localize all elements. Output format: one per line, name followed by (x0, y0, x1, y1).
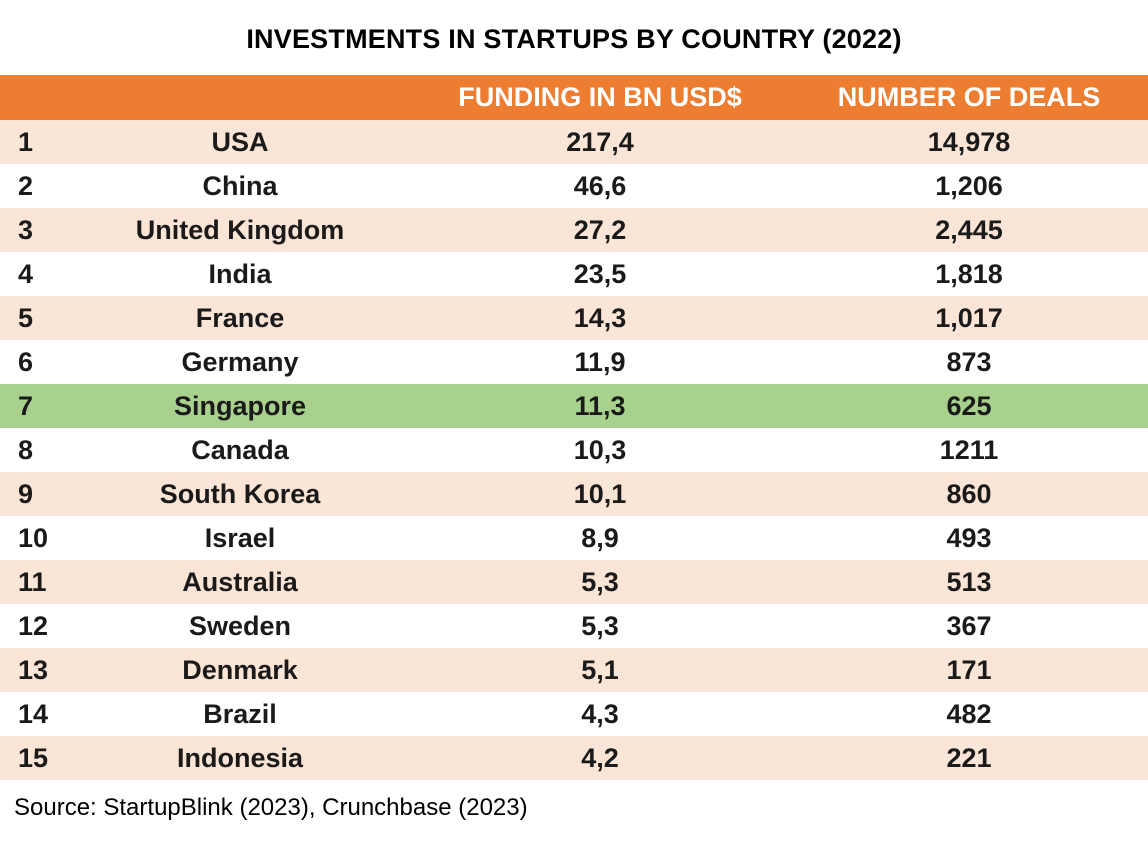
rank-cell: 15 (0, 736, 70, 780)
funding-cell: 8,9 (581, 522, 619, 553)
funding-cell: 14,3 (410, 296, 790, 340)
country-cell: South Korea (70, 472, 410, 516)
funding-cell: 217,4 (410, 120, 790, 164)
country-cell: France (70, 296, 410, 340)
country-cell: India (208, 258, 272, 289)
rank-cell: 10 (18, 522, 49, 553)
header-row: FUNDING IN BN USD$ NUMBER OF DEALS (0, 75, 1148, 120)
rank-cell: 7 (0, 384, 70, 428)
rank-cell: 1 (0, 120, 70, 164)
table-row: 13 Denmark 5,1 171 (0, 648, 1148, 692)
deals-cell: 1211 (939, 434, 999, 465)
deals-cell: 171 (790, 648, 1148, 692)
funding-cell: 27,2 (410, 208, 790, 252)
table-row: 10 Israel 8,9 493 (0, 516, 1148, 560)
deals-cell: 873 (946, 346, 992, 377)
deals-cell: 1,017 (790, 296, 1148, 340)
table-row: 3 United Kingdom 27,2 2,445 (0, 208, 1148, 252)
funding-cell: 5,3 (581, 610, 619, 641)
page-title: INVESTMENTS IN STARTUPS BY COUNTRY (2022… (246, 24, 902, 54)
country-cell: Brazil (203, 698, 277, 729)
col-header-country (70, 75, 410, 120)
rank-cell: 5 (0, 296, 70, 340)
table-row: 14 Brazil 4,3 482 (0, 692, 1148, 736)
funding-cell: 23,5 (573, 258, 627, 289)
country-cell: Sweden (188, 610, 292, 641)
rank-cell: 12 (18, 610, 49, 641)
deals-cell: 14,978 (790, 120, 1148, 164)
country-cell: Canada (191, 434, 289, 465)
funding-cell: 5,3 (410, 560, 790, 604)
table-row: 11 Australia 5,3 513 (0, 560, 1148, 604)
deals-cell: 221 (790, 736, 1148, 780)
table-body: 1 USA 217,4 14,978 2 China 46,6 1,206 3 United Ki… (0, 120, 1148, 780)
funding-cell: 4,3 (581, 698, 619, 729)
deals-cell: 1,818 (935, 258, 1003, 289)
funding-cell: 10,3 (573, 434, 627, 465)
rank-cell: 11 (0, 560, 70, 604)
table-row: 7 Singapore 11,3 625 (0, 384, 1148, 428)
funding-cell: 46,6 (573, 170, 627, 201)
table-row: 1 USA 217,4 14,978 (0, 120, 1148, 164)
table-row: 8 Canada 10,3 1211 (0, 428, 1148, 472)
country-cell: United Kingdom (70, 208, 410, 252)
deals-cell: 367 (946, 610, 992, 641)
rank-cell: 13 (0, 648, 70, 692)
col-header-deals: NUMBER OF DEALS (790, 75, 1148, 120)
table-row: 9 South Korea 10,1 860 (0, 472, 1148, 516)
deals-cell: 625 (790, 384, 1148, 428)
table-row: 2 China 46,6 1,206 (0, 164, 1148, 208)
col-header-rank (0, 75, 70, 120)
table-row: 12 Sweden 5,3 367 (0, 604, 1148, 648)
deals-cell: 482 (946, 698, 992, 729)
deals-cell: 2,445 (790, 208, 1148, 252)
country-cell: Singapore (70, 384, 410, 428)
rank-cell: 2 (18, 170, 34, 201)
rank-cell: 9 (0, 472, 70, 516)
table-row: 6 Germany 11,9 873 (0, 340, 1148, 384)
deals-cell: 860 (790, 472, 1148, 516)
rank-cell: 14 (18, 698, 49, 729)
country-cell: Indonesia (70, 736, 410, 780)
col-header-funding: FUNDING IN BN USD$ (410, 75, 790, 120)
table-row: 15 Indonesia 4,2 221 (0, 736, 1148, 780)
table-row: 5 France 14,3 1,017 (0, 296, 1148, 340)
funding-cell: 4,2 (410, 736, 790, 780)
rank-cell: 8 (18, 434, 34, 465)
rank-cell: 3 (0, 208, 70, 252)
country-cell: Australia (70, 560, 410, 604)
deals-cell: 1,206 (935, 170, 1003, 201)
country-cell: Denmark (70, 648, 410, 692)
funding-cell: 11,3 (410, 384, 790, 428)
rank-cell: 6 (18, 346, 34, 377)
country-cell: USA (70, 120, 410, 164)
table-row: 4 India 23,5 1,818 (0, 252, 1148, 296)
funding-cell: 10,1 (410, 472, 790, 516)
deals-cell: 493 (946, 522, 992, 553)
funding-cell: 11,9 (574, 346, 626, 377)
funding-cell: 5,1 (410, 648, 790, 692)
deals-cell: 513 (790, 560, 1148, 604)
country-cell: Israel (204, 522, 276, 553)
source-caption: Source: StartupBlink (2023), Crunchbase … (14, 794, 528, 821)
investments-table: FUNDING IN BN USD$ NUMBER OF DEALS 1 USA 2… (0, 75, 1148, 780)
country-cell: Germany (181, 346, 299, 377)
country-cell: China (202, 170, 278, 201)
rank-cell: 4 (18, 258, 34, 289)
